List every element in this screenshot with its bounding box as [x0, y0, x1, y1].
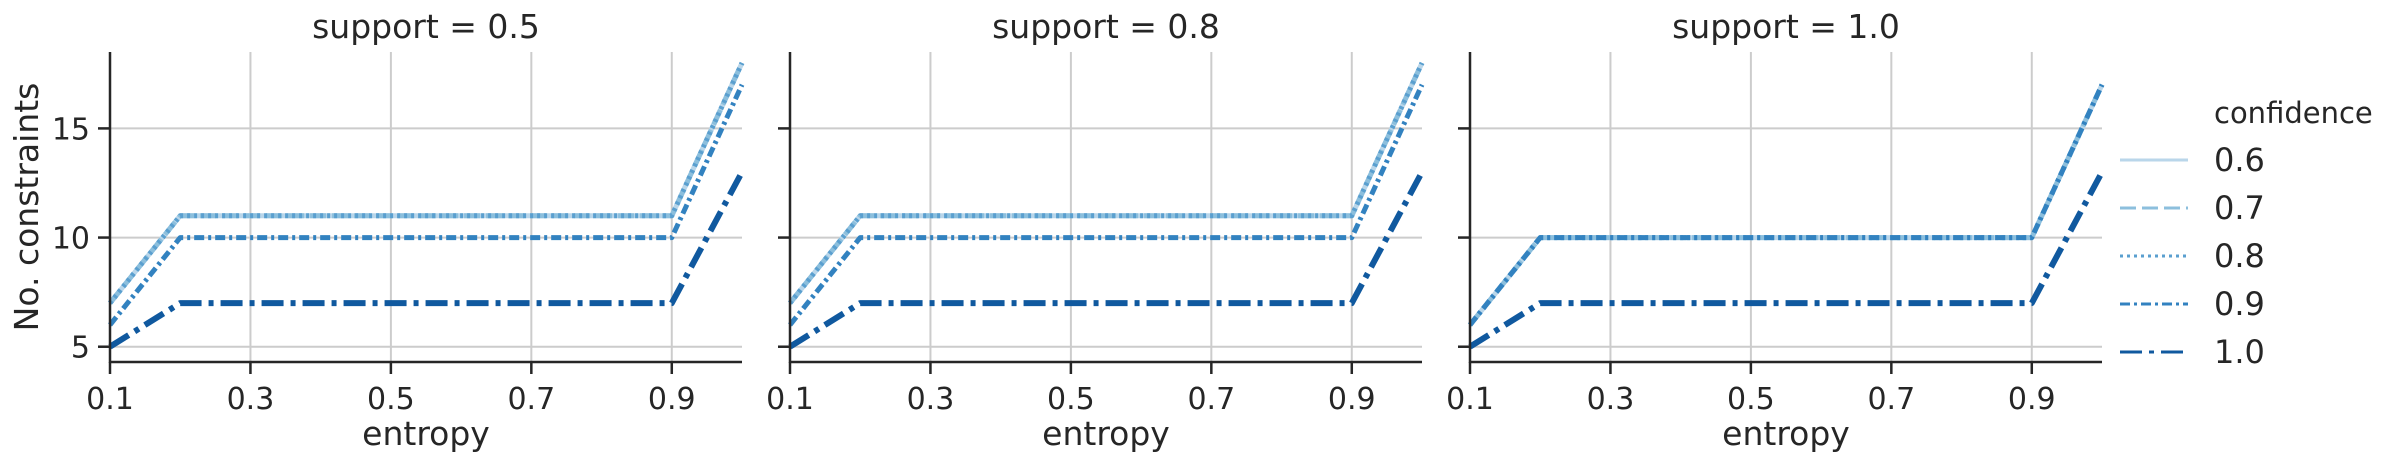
legend-label: 1.0: [2214, 333, 2265, 371]
series-line-0.7: [788, 61, 1425, 305]
x-tick-label: 0.7: [1867, 382, 1915, 417]
x-tick-label: 0.7: [507, 382, 555, 417]
x-tick-label: 0.3: [1587, 382, 1635, 417]
x-tick-label: 0.5: [367, 382, 415, 417]
y-tick-label: 15: [52, 112, 90, 147]
legend-item-0.6: 0.6: [2120, 141, 2265, 179]
x-tick-label: 0.3: [227, 382, 275, 417]
y-tick-label: 5: [71, 331, 90, 366]
x-tick-label: 0.3: [907, 382, 955, 417]
x-tick-label: 0.9: [1328, 382, 1376, 417]
legend-item-0.9: 0.9: [2120, 285, 2265, 323]
series-line-1.0: [788, 170, 1425, 350]
y-axis-label: No. constraints: [7, 83, 46, 332]
panel-title: support = 0.5: [312, 7, 540, 46]
x-tick-label: 0.7: [1187, 382, 1235, 417]
legend-label: 0.6: [2214, 141, 2265, 179]
x-tick-label: 0.5: [1727, 382, 1775, 417]
x-tick-label: 0.9: [2008, 382, 2056, 417]
legend-item-0.8: 0.8: [2120, 237, 2265, 275]
chart-panels: 0.1 0.3 0.5 0.7 0.9 5 10 15 support = 0.5 entropy…: [7, 7, 2105, 453]
series-line-0.9: [108, 83, 745, 327]
series-line-0.7: [108, 61, 745, 305]
series-line-0.8: [788, 61, 1425, 305]
series-line-0.6: [108, 61, 745, 305]
panel-1: 0.1 0.3 0.5 0.7 0.9 5 10 15 support = 0.5 entropy…: [7, 7, 745, 453]
legend-items: 0.6 0.7 0.8 0.9 1.0: [2120, 141, 2265, 371]
series-line-0.8: [108, 61, 745, 305]
legend-label: 0.8: [2214, 237, 2265, 275]
x-tick-label: 0.1: [766, 382, 814, 417]
x-axis-label: entropy: [1722, 414, 1850, 453]
series-line-0.6: [788, 61, 1425, 305]
y-tick-label: 10: [52, 222, 90, 257]
series-line-0.6: [1468, 83, 2105, 327]
series-line-0.8: [1468, 83, 2105, 327]
panel-3: 0.1 0.3 0.5 0.7 0.9 support = 1.0 entropy: [1446, 7, 2105, 453]
series-line-1.0: [108, 170, 745, 350]
series-line-0.7: [1468, 83, 2105, 327]
legend-label: 0.7: [2214, 189, 2265, 227]
series-line-0.9: [788, 83, 1425, 327]
panel-title: support = 1.0: [1672, 7, 1900, 46]
x-axis-label: entropy: [362, 414, 490, 453]
panel-title: support = 0.8: [992, 7, 1220, 46]
legend-item-0.7: 0.7: [2120, 189, 2265, 227]
legend: confidence 0.6 0.7 0.8 0.9 1.0: [2120, 96, 2373, 371]
x-tick-label: 0.9: [648, 382, 696, 417]
legend-label: 0.9: [2214, 285, 2265, 323]
panel-2: 0.1 0.3 0.5 0.7 0.9 support = 0.8 entropy: [766, 7, 1425, 453]
x-tick-label: 0.1: [86, 382, 134, 417]
x-tick-label: 0.5: [1047, 382, 1095, 417]
legend-title: confidence: [2214, 96, 2373, 130]
x-axis-label: entropy: [1042, 414, 1170, 453]
x-tick-label: 0.1: [1446, 382, 1494, 417]
series-line-0.9: [1468, 83, 2105, 327]
legend-item-1.0: 1.0: [2120, 333, 2265, 371]
series-line-1.0: [1468, 170, 2105, 350]
